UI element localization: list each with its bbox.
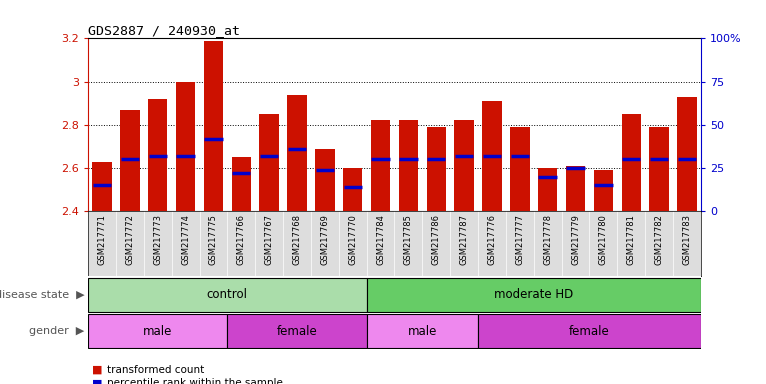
Text: percentile rank within the sample: percentile rank within the sample: [107, 378, 283, 384]
FancyBboxPatch shape: [367, 314, 478, 348]
Text: GSM217787: GSM217787: [460, 214, 469, 265]
Text: GSM217775: GSM217775: [209, 214, 218, 265]
Text: ■: ■: [92, 365, 103, 375]
Text: GSM217777: GSM217777: [516, 214, 525, 265]
Text: GSM217770: GSM217770: [349, 214, 357, 265]
Bar: [287, 94, 306, 211]
Text: male: male: [143, 325, 172, 338]
Text: GSM217785: GSM217785: [404, 214, 413, 265]
Text: GSM217778: GSM217778: [543, 214, 552, 265]
Bar: [483, 101, 502, 211]
Bar: [260, 114, 279, 211]
FancyBboxPatch shape: [88, 278, 367, 312]
Text: moderate HD: moderate HD: [494, 288, 574, 301]
Text: GSM217771: GSM217771: [97, 214, 106, 265]
Text: GSM217769: GSM217769: [320, 214, 329, 265]
Bar: [204, 41, 223, 211]
Text: GSM217768: GSM217768: [293, 214, 302, 265]
Text: GSM217782: GSM217782: [655, 214, 663, 265]
Text: GSM217783: GSM217783: [683, 214, 692, 265]
Text: disease state  ▶: disease state ▶: [0, 290, 84, 300]
Text: GSM217780: GSM217780: [599, 214, 608, 265]
Text: control: control: [207, 288, 248, 301]
Text: GSM217776: GSM217776: [487, 214, 496, 265]
FancyBboxPatch shape: [478, 314, 701, 348]
Bar: [677, 97, 697, 211]
Bar: [594, 170, 613, 211]
Text: GSM217779: GSM217779: [571, 214, 580, 265]
Bar: [454, 121, 474, 211]
Text: GSM217774: GSM217774: [181, 214, 190, 265]
Bar: [398, 121, 418, 211]
FancyBboxPatch shape: [228, 314, 367, 348]
Bar: [176, 81, 195, 211]
Text: GSM217781: GSM217781: [627, 214, 636, 265]
Text: GSM217766: GSM217766: [237, 214, 246, 265]
Text: GSM217784: GSM217784: [376, 214, 385, 265]
Bar: [231, 157, 251, 211]
Bar: [120, 110, 139, 211]
Bar: [621, 114, 641, 211]
Bar: [427, 127, 446, 211]
Bar: [538, 168, 558, 211]
Text: GSM217786: GSM217786: [432, 214, 440, 265]
FancyBboxPatch shape: [88, 314, 228, 348]
Text: GSM217773: GSM217773: [153, 214, 162, 265]
Bar: [92, 162, 112, 211]
Text: ■: ■: [92, 378, 103, 384]
Bar: [343, 168, 362, 211]
Text: gender  ▶: gender ▶: [29, 326, 84, 336]
Bar: [510, 127, 529, 211]
Text: transformed count: transformed count: [107, 365, 205, 375]
Bar: [148, 99, 168, 211]
Text: male: male: [408, 325, 437, 338]
Bar: [371, 121, 391, 211]
Bar: [315, 149, 335, 211]
Text: female: female: [569, 325, 610, 338]
Bar: [566, 166, 585, 211]
Bar: [650, 127, 669, 211]
Text: GDS2887 / 240930_at: GDS2887 / 240930_at: [88, 24, 240, 37]
Text: GSM217767: GSM217767: [264, 214, 273, 265]
Text: female: female: [277, 325, 317, 338]
FancyBboxPatch shape: [367, 278, 701, 312]
Text: GSM217772: GSM217772: [126, 214, 134, 265]
